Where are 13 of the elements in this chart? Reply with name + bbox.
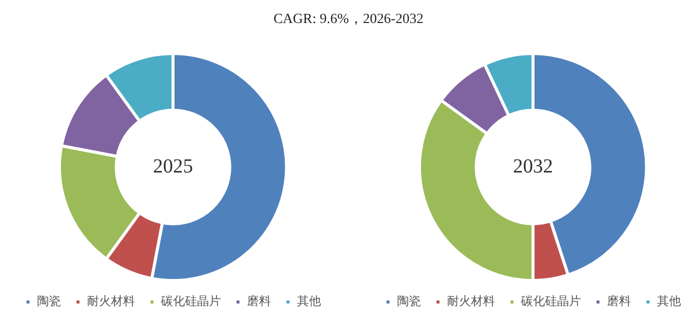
legend-label: 耐火材料 (87, 294, 135, 308)
text: 2032 (513, 155, 553, 178)
legend-label: 碳化硅晶片 (520, 294, 581, 308)
legend-label: 陶瓷 (397, 294, 421, 308)
legend-label: 其他 (657, 294, 681, 308)
text: 2025 (153, 155, 193, 178)
legend-label: 磨料 (247, 294, 271, 308)
legend-label: 耐火材料 (447, 294, 495, 308)
legend-label: 磨料 (607, 294, 631, 308)
legend-label: 陶瓷 (37, 294, 61, 308)
legend-label: 其他 (297, 294, 321, 308)
text: CAGR: 9.6%，2026-2032 (272, 11, 425, 28)
legend-label: 碳化硅晶片 (160, 294, 221, 308)
